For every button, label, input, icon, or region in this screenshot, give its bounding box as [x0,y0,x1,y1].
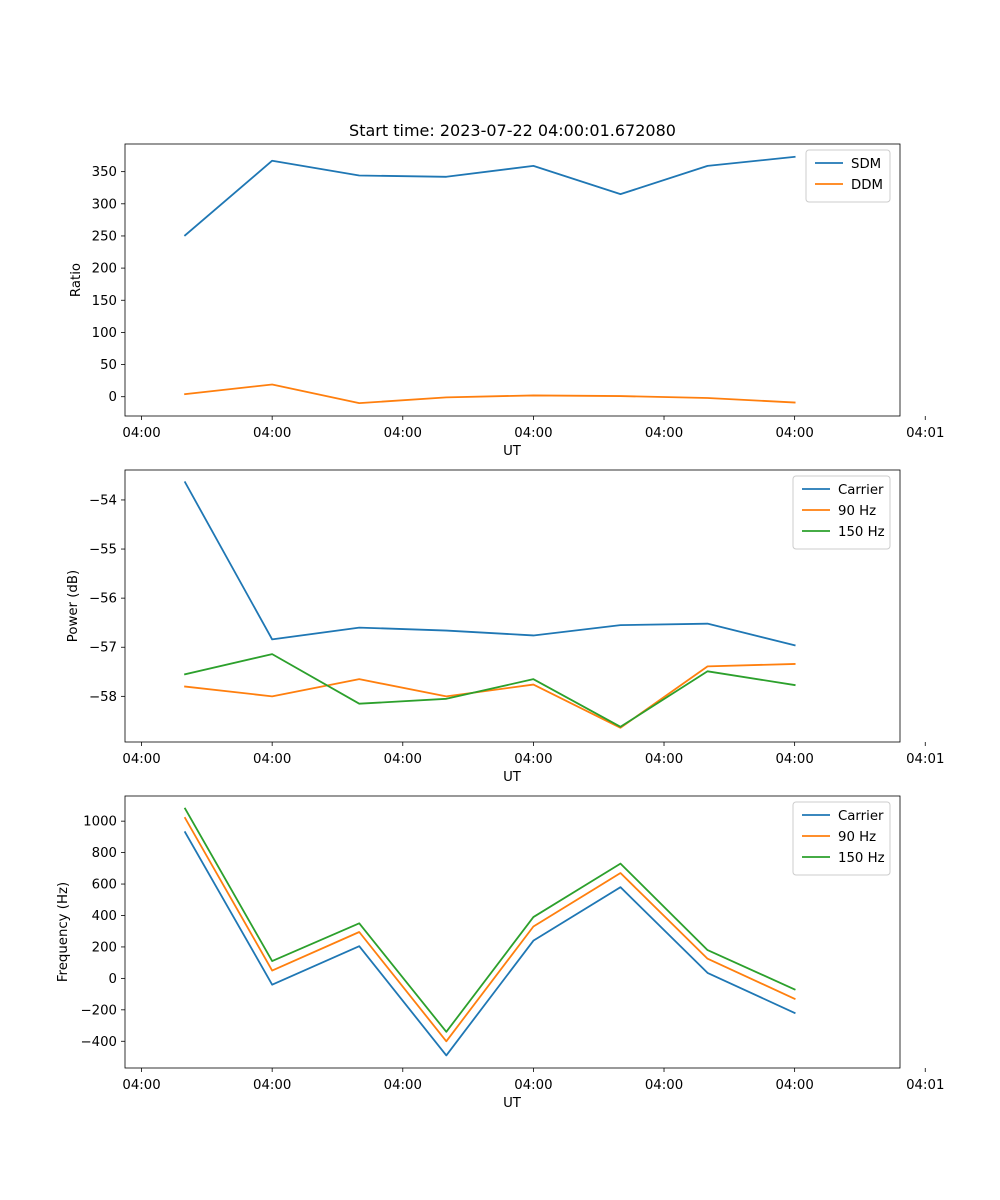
chart2-xlabel: UT [503,1096,522,1111]
chart1-ytick-label: −57 [89,641,117,656]
chart2-xtick-label: 04:00 [645,1078,683,1093]
chart2-series-150-hz-line [183,807,796,1033]
power-chart: −58 −57 −56 −55 −54 04:00 04:00 04:00 04:00 04:00… [66,469,944,785]
chart2-xtick-label: 04:00 [122,1078,160,1093]
chart1-ytick-label: −54 [89,493,117,508]
chart0-series-ddm-line [184,383,796,405]
chart2-legend: Carrier 90 Hz 150 Hz [792,801,891,876]
chart2-frame [124,795,901,1069]
chart0-ytick-label: 0 [109,390,117,405]
chart0-frame [124,143,901,417]
chart0-ytick-label: 200 [92,262,117,277]
chart1-ytick-label: −56 [89,592,117,607]
chart2-ylabel: Frequency (Hz) [56,882,71,982]
chart0-xtick-label: 04:00 [384,426,422,441]
chart1-xtick-label: 04:00 [253,752,291,767]
chart0-ytick-label: 100 [92,326,117,341]
chart1-legend-label: 150 Hz [838,525,885,540]
chart0-ytick-label: 50 [100,358,117,373]
chart0-legend-label: SDM [851,157,881,172]
chart0-xtick-label: 04:00 [775,426,813,441]
chart1-ytick-label: −55 [89,543,117,558]
chart2-ytick-label: 400 [92,909,117,924]
chart2-xtick-label: 04:00 [384,1078,422,1093]
chart0-ytick-label: 300 [92,197,117,212]
chart1-xtick-label: 04:00 [775,752,813,767]
chart2-xtick-label: 04:00 [253,1078,291,1093]
chart1-legend-label: Carrier [838,483,884,498]
chart2-legend-label: Carrier [838,809,884,824]
chart1-xtick-label: 04:00 [384,752,422,767]
chart2-legend-label: 90 Hz [838,830,876,845]
chart0-xtick-label: 04:00 [645,426,683,441]
chart2-xtick-label: 04:01 [906,1078,944,1093]
chart2-xtick-label: 04:00 [775,1078,813,1093]
chart1-legend-label: 90 Hz [838,504,876,519]
chart0-xtick-label: 04:00 [122,426,160,441]
chart2-xtick-label: 04:00 [514,1078,552,1093]
chart0-xtick-label: 04:00 [253,426,291,441]
chart2-series-90-hz-line [183,816,796,1043]
chart1-xlabel: UT [503,770,522,785]
chart1-series-90-hz-line [184,663,796,729]
chart1-legend: Carrier 90 Hz 150 Hz [792,475,891,550]
chart0-legend: SDM DDM [805,149,891,203]
chart0-xtick-label: 04:00 [514,426,552,441]
chart2-ytick-label: 800 [92,846,117,861]
chart1-ylabel: Power (dB) [66,570,81,642]
chart0-legend-label: DDM [851,178,883,193]
chart2-ytick-label: 600 [92,878,117,893]
chart1-frame [124,469,901,743]
figure-title: Start time: 2023-07-22 04:00:01.672080 [349,121,676,140]
chart1-xtick-label: 04:00 [514,752,552,767]
chart2-ytick-label: 200 [92,940,117,955]
chart1-series-carrier-line [183,481,796,647]
chart1-xtick-label: 04:01 [906,752,944,767]
ratio-chart: 0 50 100 150 200 250 300 350 04:00 04:00 04:00 04:0… [69,143,944,459]
chart2-legend-label: 150 Hz [838,851,885,866]
chart2-ytick-label: 1000 [83,815,117,830]
chart1-xtick-label: 04:00 [645,752,683,767]
frequency-chart: −400 −200 0 200 400 600 800 1000 04:00 04:00 04:00… [56,795,944,1111]
chart2-ytick-label: 0 [109,972,117,987]
chart1-xtick-label: 04:00 [122,752,160,767]
chart0-ytick-label: 150 [92,294,117,309]
chart1-series-150-hz-line [184,653,796,728]
chart0-ylabel: Ratio [69,263,84,297]
chart0-series-sdm-line [183,155,796,237]
chart0-xtick-label: 04:01 [906,426,944,441]
chart0-ytick-label: 250 [92,229,117,244]
chart0-ytick-label: 350 [92,165,117,180]
chart1-ytick-label: −58 [89,690,117,705]
chart2-series-carrier-line [183,830,796,1057]
chart2-ytick-label: −400 [80,1035,117,1050]
chart2-ytick-label: −200 [80,1003,117,1018]
chart0-xlabel: UT [503,444,522,459]
